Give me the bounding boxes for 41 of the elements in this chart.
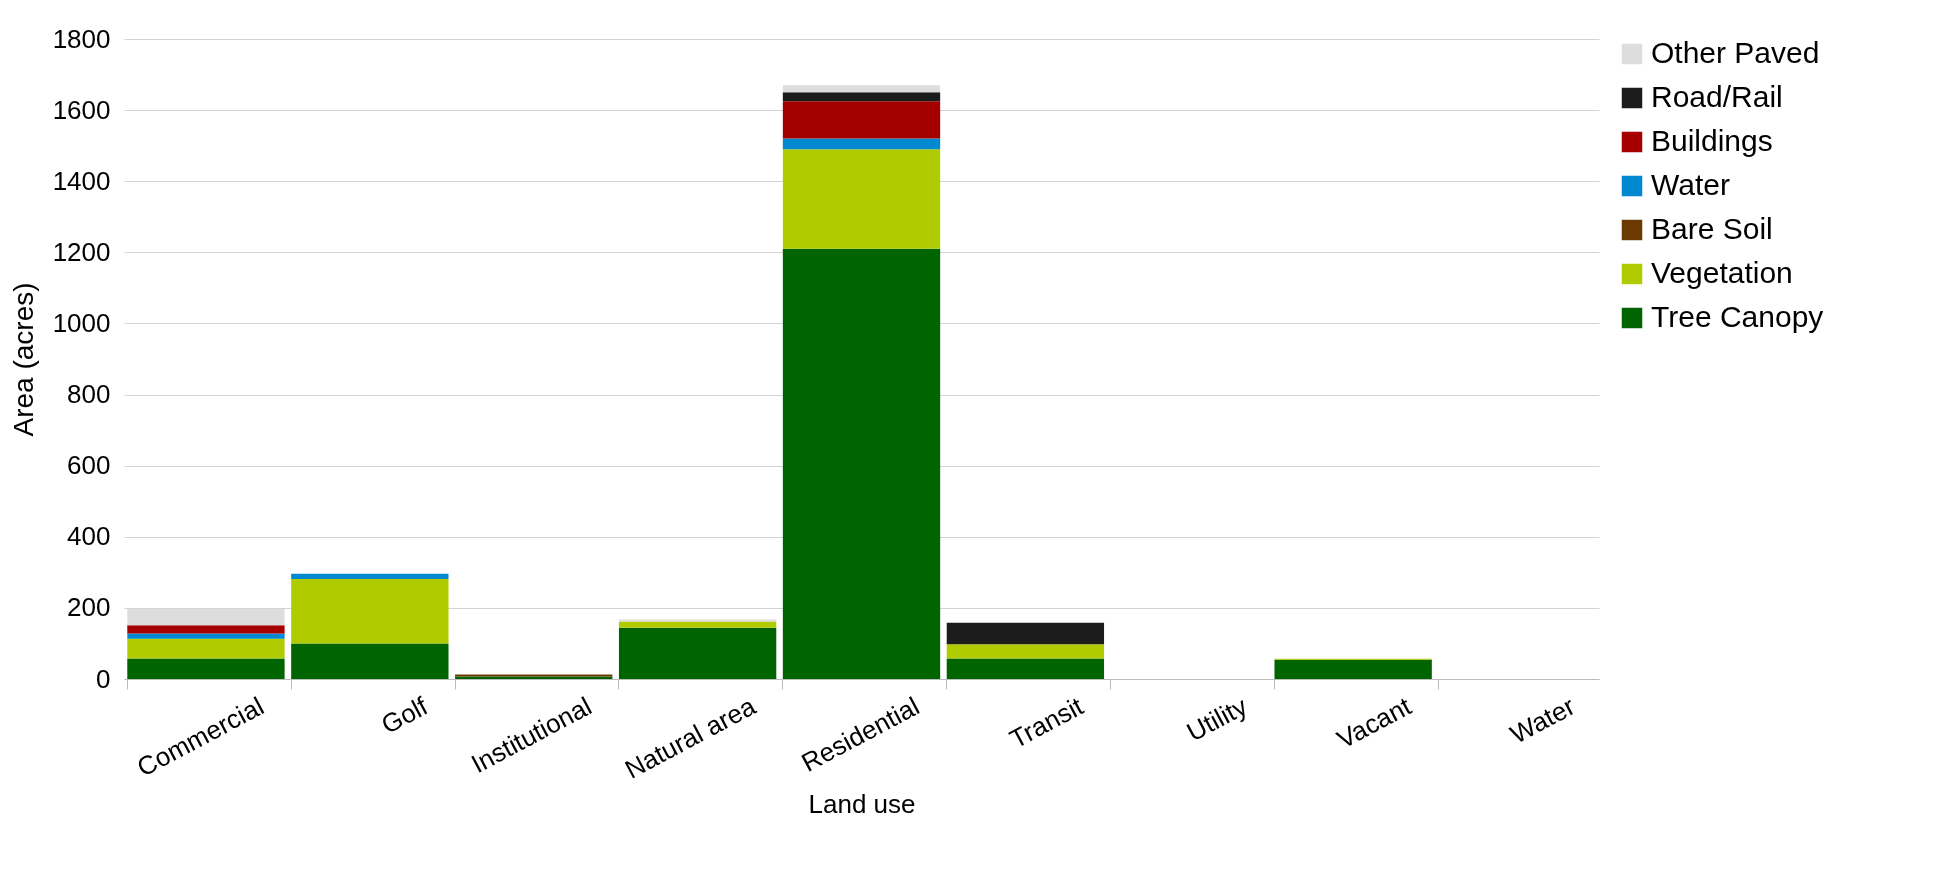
y-axis-title: Area (acres): [7, 282, 39, 437]
legend-label: Other Paved: [1651, 36, 1820, 69]
bar: [291, 573, 449, 580]
bar: [127, 625, 285, 634]
bar: [946, 644, 1105, 659]
legend-label: Vegetation: [1651, 256, 1793, 289]
bar: [782, 138, 941, 150]
y-tick-label: 1400: [52, 165, 111, 196]
x-tick-label: Utility: [1181, 690, 1252, 748]
y-tick-label: 1800: [52, 23, 111, 54]
y-tick-label: 800: [67, 379, 111, 410]
bar: [291, 579, 449, 644]
bar: [782, 101, 941, 139]
bar: [291, 643, 449, 679]
x-tick-label: Golf: [376, 690, 434, 740]
legend-label: Buildings: [1651, 124, 1773, 157]
bar: [127, 658, 285, 679]
bar: [782, 85, 941, 93]
bar: [782, 92, 941, 102]
bar: [946, 622, 1105, 645]
bar: [618, 627, 777, 679]
x-axis-title: Land use: [808, 788, 916, 819]
y-tick-label: 200: [67, 592, 111, 623]
bar: [782, 149, 941, 249]
y-tick-label: 600: [67, 450, 111, 481]
bar: [946, 658, 1105, 679]
y-tick-label: 0: [96, 663, 111, 694]
y-tick-label: 1600: [52, 94, 111, 125]
legend-label: Tree Canopy: [1651, 300, 1824, 333]
bar: [127, 633, 285, 639]
legend-label: Road/Rail: [1651, 80, 1783, 113]
bar: [618, 621, 777, 628]
y-tick-label: 1000: [52, 307, 111, 338]
x-tick-label: Water: [1505, 690, 1581, 750]
bar: [127, 638, 285, 659]
legend-label: Bare Soil: [1651, 212, 1773, 245]
legend-label: Water: [1651, 168, 1730, 201]
y-tick-label: 1200: [52, 236, 111, 267]
bar: [1274, 659, 1432, 679]
y-tick-label: 400: [67, 521, 111, 552]
bar: [782, 248, 941, 679]
